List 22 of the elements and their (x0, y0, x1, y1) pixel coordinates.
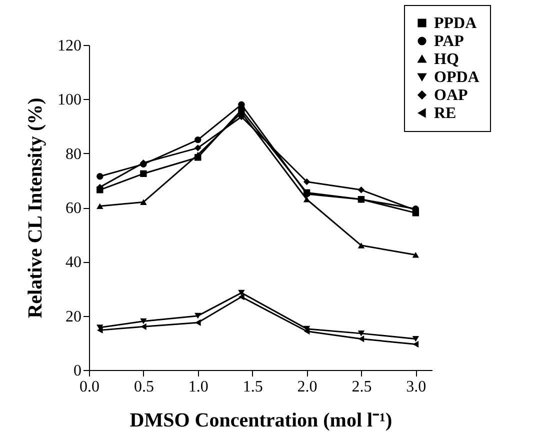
y-tick-label: 120 (58, 38, 82, 54)
legend-label: RE (434, 105, 456, 122)
x-tick-label: 0.5 (134, 378, 154, 396)
x-tick-label: 1.0 (188, 378, 208, 396)
x-tick-label: 2.0 (297, 378, 318, 396)
x-axis-title: DMSO Concentration (mol l⁻¹) (130, 410, 392, 432)
legend-label: PPDA (434, 15, 478, 32)
legend-label: HQ (434, 51, 459, 68)
y-tick-label: 0 (74, 362, 82, 380)
y-tick-label: 80 (66, 146, 82, 163)
legend-label: PAP (434, 33, 464, 50)
x-tick-label: 0.0 (80, 378, 100, 396)
legend-label: OAP (434, 87, 468, 104)
y-tick-label: 60 (66, 200, 82, 217)
x-tick-label: 2.5 (352, 378, 372, 396)
y-axis-title: Relative CL Intensity (%) (24, 98, 46, 318)
legend-label: OPDA (434, 69, 480, 86)
x-tick-label: 3.0 (406, 378, 426, 396)
y-tick-label: 100 (58, 92, 82, 109)
x-tick-label: 1.5 (242, 378, 263, 396)
y-tick-label: 40 (66, 254, 82, 272)
y-tick-label: 20 (66, 308, 82, 326)
